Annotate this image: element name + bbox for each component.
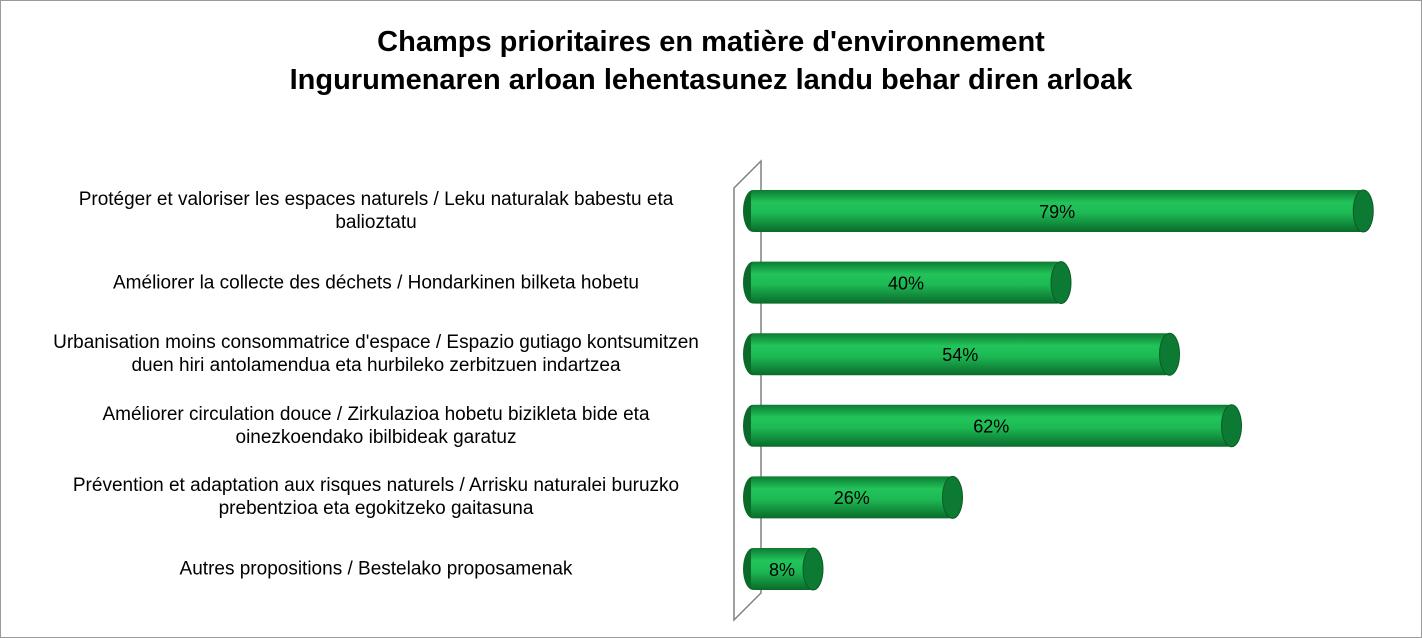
value-label: 54% [942, 345, 978, 365]
value-label: 8% [769, 560, 795, 580]
bar [751, 476, 953, 519]
chart-title: Champs prioritaires en matière d'environ… [231, 23, 1191, 99]
category-label: Prévention et adaptation aux risques nat… [72, 475, 680, 520]
category-label: Protéger et valoriser les espaces nature… [78, 189, 674, 233]
value-label: 26% [834, 488, 870, 508]
bar-cap [1050, 261, 1072, 305]
bar-cap [802, 547, 824, 591]
axis-wall [733, 159, 762, 622]
value-label: 79% [1039, 202, 1075, 222]
bar [751, 261, 1061, 304]
category-label: Améliorer circulation douce / Zirkulazio… [102, 403, 650, 448]
category-label: Améliorer la collecte des déchets / Hond… [113, 272, 639, 294]
bar [751, 333, 1170, 376]
bar [751, 404, 1232, 447]
bar [751, 190, 1364, 232]
bar-cap [1221, 404, 1242, 448]
bar-cap [942, 475, 963, 519]
bar-cap [1352, 189, 1374, 233]
value-label: 62% [973, 417, 1009, 437]
title-line: Champs prioritaires en matière d'environ… [377, 26, 1045, 58]
value-label: 40% [888, 273, 924, 293]
category-label: Autres propositions / Bestelako proposam… [179, 558, 573, 580]
bar [751, 548, 813, 590]
category-label: Urbanisation moins consommatrice d'espac… [53, 332, 699, 377]
title-line: Ingurumenaren arloan lehentasunez landu … [289, 64, 1133, 96]
bar-cap [1159, 332, 1180, 376]
